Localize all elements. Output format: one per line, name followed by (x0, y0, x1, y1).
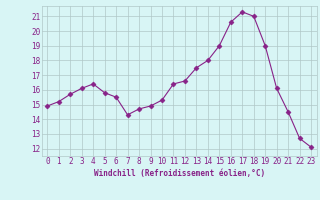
X-axis label: Windchill (Refroidissement éolien,°C): Windchill (Refroidissement éolien,°C) (94, 169, 265, 178)
